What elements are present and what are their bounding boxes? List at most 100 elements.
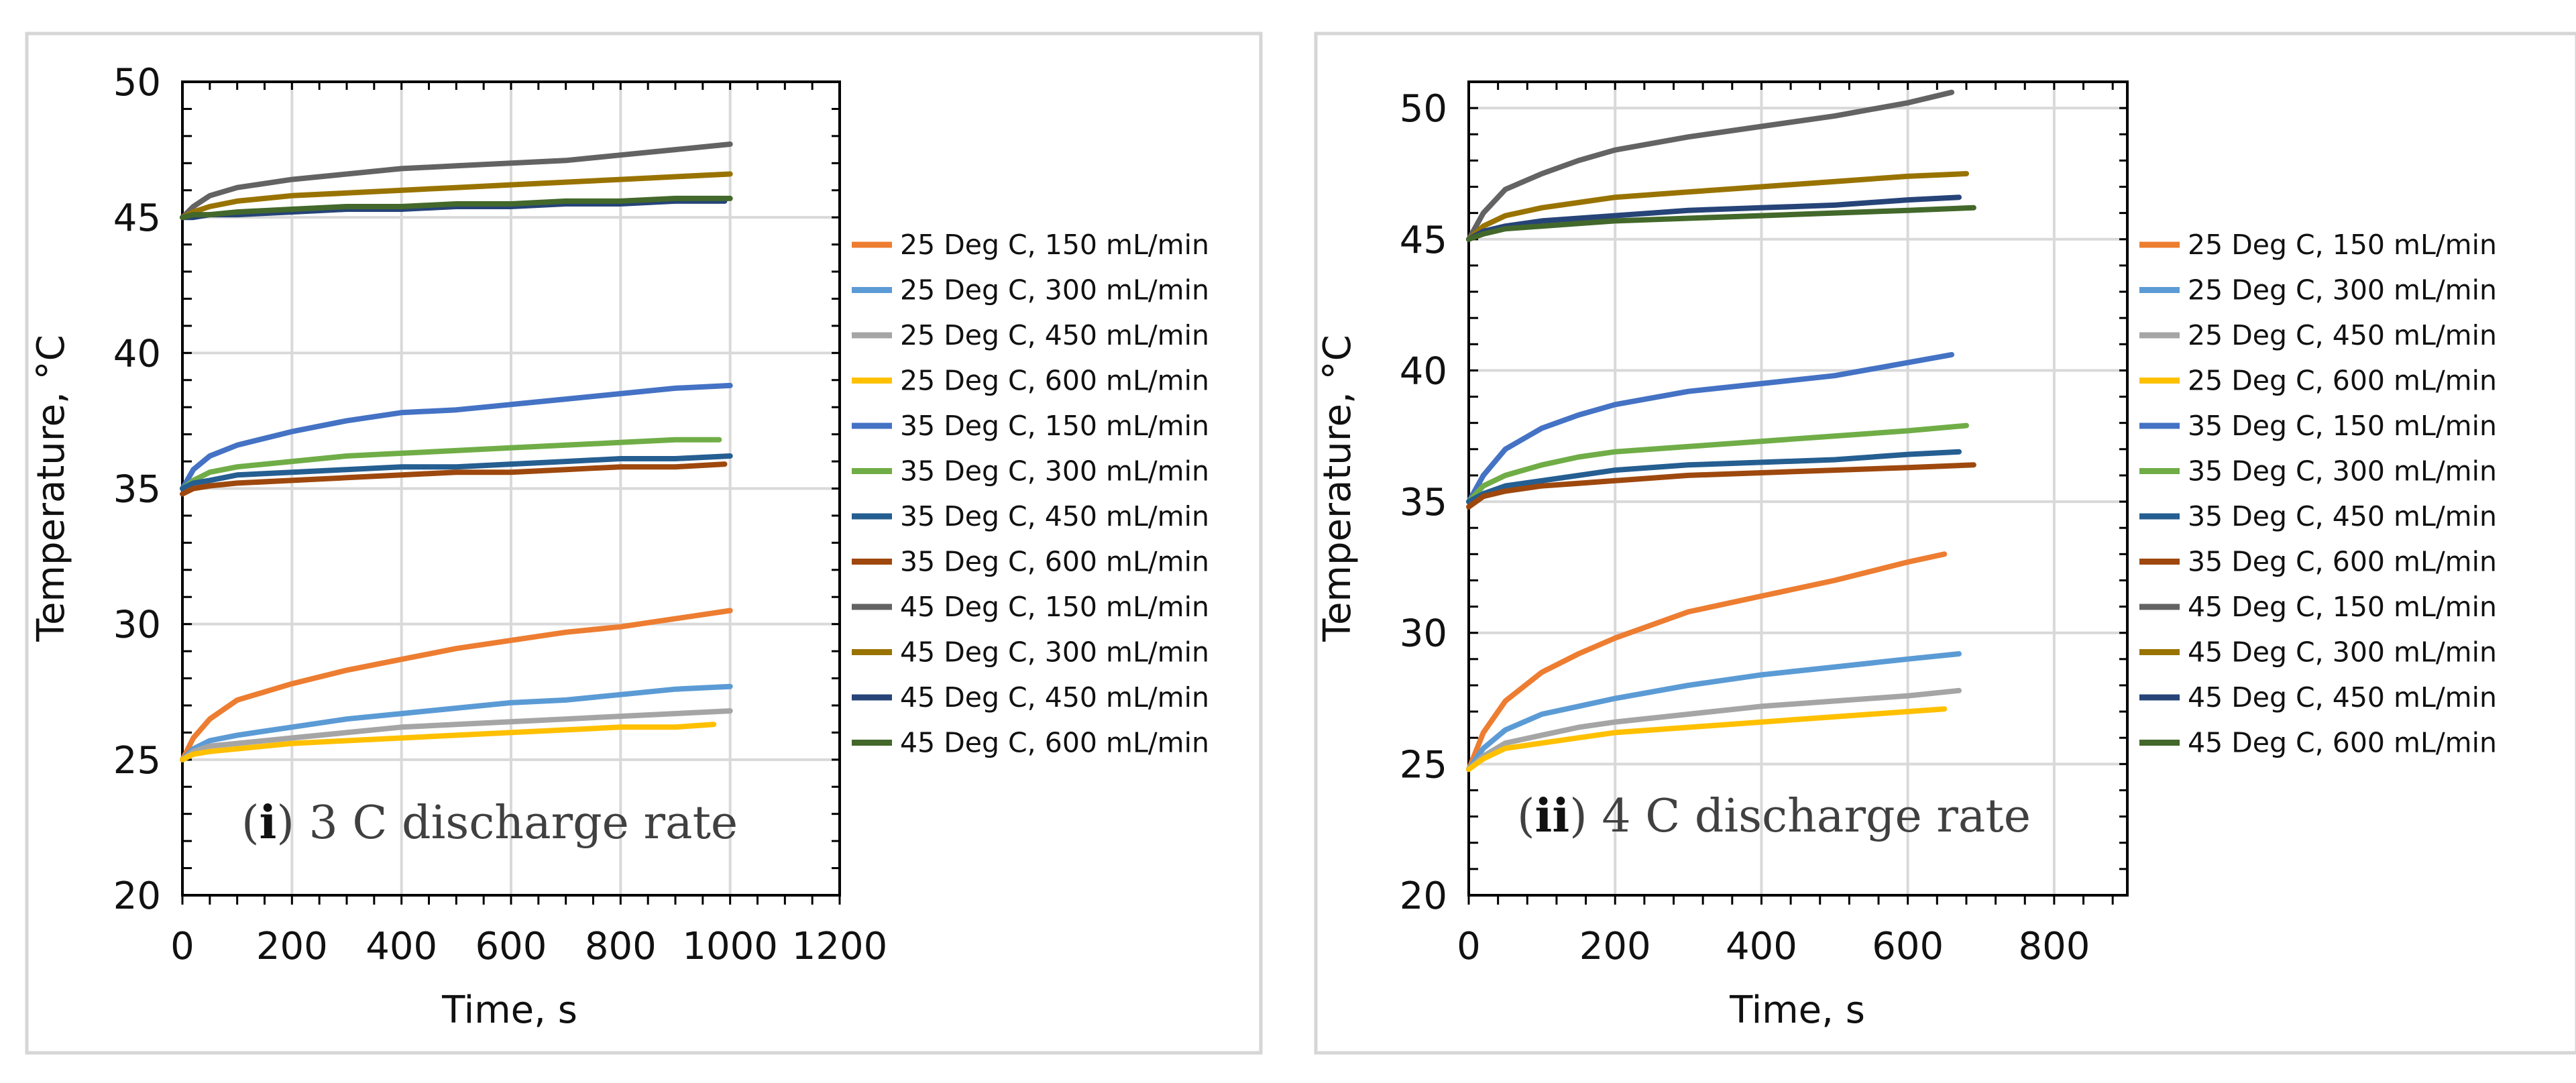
legend-label: 45 Deg C, 600 mL/min xyxy=(2188,727,2497,759)
legend-label: 35 Deg C, 450 mL/min xyxy=(2188,500,2497,532)
legend-label: 45 Deg C, 300 mL/min xyxy=(2188,636,2497,669)
panel-annotation: (ii) 4 C discharge rate xyxy=(1517,789,2031,843)
legend-label: 25 Deg C, 150 mL/min xyxy=(900,229,1209,261)
y-tick-label: 25 xyxy=(1400,743,1447,787)
legend-label: 25 Deg C, 150 mL/min xyxy=(2188,229,2497,261)
legend-label: 35 Deg C, 150 mL/min xyxy=(900,410,1209,442)
y-tick-label: 40 xyxy=(1400,349,1447,393)
legend-item: 25 Deg C, 300 mL/min xyxy=(852,274,1209,306)
series-line xyxy=(1466,89,1955,242)
legend-label: 45 Deg C, 450 mL/min xyxy=(900,681,1209,714)
legend-item: 45 Deg C, 300 mL/min xyxy=(2139,636,2497,669)
y-tick-label: 40 xyxy=(113,332,161,376)
x-tick-label: 600 xyxy=(1872,925,1944,968)
legend-item: 45 Deg C, 300 mL/min xyxy=(852,636,1209,669)
series-lines xyxy=(180,141,733,762)
legend-item: 35 Deg C, 300 mL/min xyxy=(2139,455,2497,488)
x-tick-label: 200 xyxy=(1579,925,1651,968)
legend-item: 45 Deg C, 600 mL/min xyxy=(852,727,1209,759)
legend-item: 35 Deg C, 450 mL/min xyxy=(2139,500,2497,532)
plot-area-border xyxy=(1467,80,2129,897)
legend-item: 25 Deg C, 150 mL/min xyxy=(852,229,1209,261)
series-line xyxy=(1466,687,1962,773)
legend-item: 25 Deg C, 600 mL/min xyxy=(852,365,1209,397)
legend-item: 45 Deg C, 600 mL/min xyxy=(2139,727,2497,759)
y-tick-label: 50 xyxy=(113,61,161,105)
legend-label: 35 Deg C, 600 mL/min xyxy=(2188,546,2497,578)
legend-item: 35 Deg C, 600 mL/min xyxy=(2139,546,2497,578)
series-line xyxy=(1466,171,1969,242)
legend-item: 35 Deg C, 150 mL/min xyxy=(852,410,1209,442)
legend-item: 45 Deg C, 450 mL/min xyxy=(852,681,1209,714)
legend-item: 35 Deg C, 300 mL/min xyxy=(852,455,1209,488)
y-tick-label: 35 xyxy=(1400,481,1447,524)
x-tick-label: 800 xyxy=(585,925,657,968)
x-tick-label: 400 xyxy=(1726,925,1797,968)
legend-item: 35 Deg C, 150 mL/min xyxy=(2139,410,2497,442)
y-tick-label: 20 xyxy=(113,874,161,918)
y-axis-title: Temperature, °C xyxy=(1316,335,1359,642)
x-axis-title: Time, s xyxy=(1729,988,1865,1032)
series-line xyxy=(1466,651,1962,773)
series-line xyxy=(180,722,717,762)
y-tick-label: 35 xyxy=(113,468,161,512)
y-tick-label: 50 xyxy=(1400,87,1447,131)
legend-label: 25 Deg C, 600 mL/min xyxy=(2188,365,2497,397)
chart-panel-3c: 0 200 400 600 800 1000 1200 20 25 30 35 40 45 50 Time,… xyxy=(25,32,1263,1055)
annotation-text: ) 3 C discharge rate xyxy=(276,797,738,850)
legend: 25 Deg C, 150 mL/min 25 Deg C, 300 mL/min… xyxy=(852,229,1209,759)
legend: 25 Deg C, 150 mL/min 25 Deg C, 300 mL/min… xyxy=(2139,229,2497,759)
legend-item: 25 Deg C, 600 mL/min xyxy=(2139,365,2497,397)
legend-label: 45 Deg C, 150 mL/min xyxy=(2188,591,2497,623)
series-line xyxy=(1466,351,1955,505)
y-tick-label: 20 xyxy=(1400,874,1447,918)
x-tick-label: 0 xyxy=(170,925,194,968)
panel-frame xyxy=(25,32,1263,1055)
legend-label: 35 Deg C, 300 mL/min xyxy=(900,455,1209,488)
x-tick-label: 800 xyxy=(2018,925,2090,968)
legend-label: 35 Deg C, 300 mL/min xyxy=(2188,455,2497,488)
y-tick-label: 45 xyxy=(1400,219,1447,262)
x-tick-label: 400 xyxy=(366,925,437,968)
legend-item: 25 Deg C, 450 mL/min xyxy=(2139,319,2497,351)
y-tick-label: 25 xyxy=(113,739,161,783)
annotation-open-paren: ( xyxy=(1517,790,1535,843)
legend-label: 45 Deg C, 600 mL/min xyxy=(900,727,1209,759)
legend-label: 35 Deg C, 450 mL/min xyxy=(900,500,1209,532)
y-tick-label: 30 xyxy=(113,604,161,647)
legend-item: 35 Deg C, 600 mL/min xyxy=(852,546,1209,578)
tick-marks xyxy=(1467,80,2127,905)
series-line xyxy=(180,453,733,492)
panel-annotation: (i) 3 C discharge rate xyxy=(241,796,738,850)
series-line xyxy=(180,141,733,221)
y-tick-label: 45 xyxy=(113,196,161,240)
series-lines xyxy=(1466,89,1976,773)
series-line xyxy=(1466,449,1962,505)
chart-panel-4c: 0 200 400 600 800 20 25 30 35 40 45 50 Time, s Temper… xyxy=(1314,32,2576,1055)
annotation-index: ii xyxy=(1535,789,1570,843)
series-line xyxy=(180,461,728,497)
panel-frame xyxy=(1314,32,2576,1055)
legend-label: 25 Deg C, 450 mL/min xyxy=(2188,319,2497,351)
legend-label: 45 Deg C, 300 mL/min xyxy=(900,636,1209,669)
legend-item: 35 Deg C, 450 mL/min xyxy=(852,500,1209,532)
tick-marks xyxy=(181,80,841,905)
legend-item: 25 Deg C, 300 mL/min xyxy=(2139,274,2497,306)
annotation-open-paren: ( xyxy=(241,797,260,850)
x-axis-title: Time, s xyxy=(441,988,577,1032)
x-tick-label: 1200 xyxy=(792,925,888,968)
series-line xyxy=(1466,422,1969,505)
x-tick-label: 1000 xyxy=(682,925,778,968)
legend-label: 45 Deg C, 150 mL/min xyxy=(900,591,1209,623)
series-line xyxy=(180,608,733,762)
x-tick-label: 200 xyxy=(256,925,328,968)
series-line xyxy=(1466,706,1948,773)
x-tick-label: 600 xyxy=(475,925,547,968)
legend-label: 25 Deg C, 300 mL/min xyxy=(2188,274,2497,306)
legend-label: 35 Deg C, 600 mL/min xyxy=(900,546,1209,578)
series-line xyxy=(180,171,733,221)
legend-label: 25 Deg C, 300 mL/min xyxy=(900,274,1209,306)
x-tick-label: 0 xyxy=(1457,925,1481,968)
legend-label: 45 Deg C, 450 mL/min xyxy=(2188,681,2497,714)
